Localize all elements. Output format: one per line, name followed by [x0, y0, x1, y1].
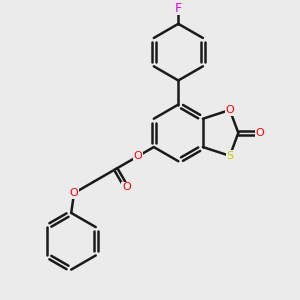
- Text: F: F: [175, 2, 182, 15]
- Text: O: O: [134, 151, 142, 161]
- Text: O: O: [70, 188, 78, 198]
- Text: S: S: [226, 151, 233, 161]
- Text: O: O: [225, 105, 234, 115]
- Text: O: O: [255, 128, 264, 138]
- Text: O: O: [122, 182, 131, 192]
